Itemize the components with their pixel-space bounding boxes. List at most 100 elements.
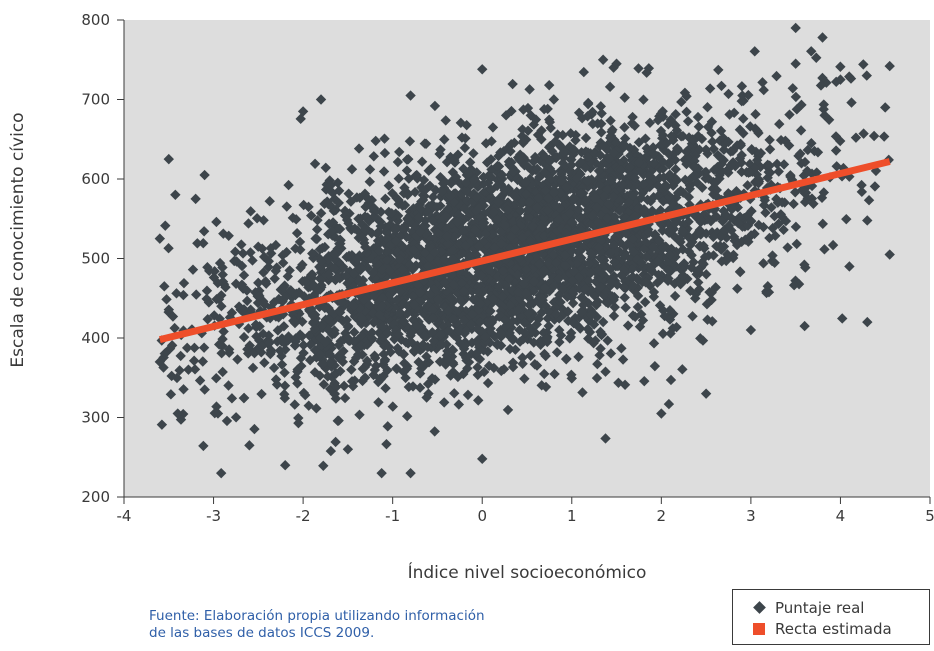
- data-point: [663, 398, 675, 410]
- data-point: [265, 346, 277, 358]
- data-point: [432, 227, 443, 239]
- data-point: [619, 292, 630, 303]
- data-point: [481, 157, 493, 168]
- data-point: [284, 265, 295, 276]
- data-point: [661, 138, 672, 149]
- data-point: [707, 136, 718, 147]
- data-point: [589, 290, 600, 302]
- data-point: [856, 186, 868, 198]
- data-point: [523, 211, 534, 223]
- data-point: [426, 373, 438, 384]
- data-point: [364, 176, 375, 187]
- data-point: [746, 215, 757, 227]
- data-point: [411, 320, 423, 331]
- data-point: [702, 148, 713, 159]
- data-point: [542, 313, 553, 324]
- data-point: [533, 313, 544, 324]
- data-point: [682, 155, 694, 166]
- data-point: [167, 311, 179, 322]
- data-point: [597, 262, 609, 273]
- data-point: [208, 272, 220, 283]
- data-point: [524, 196, 535, 208]
- data-point: [543, 305, 554, 317]
- data-point: [315, 349, 326, 360]
- data-point: [585, 267, 596, 279]
- data-point: [520, 176, 531, 188]
- data-point: [202, 262, 213, 273]
- data-point: [795, 148, 806, 159]
- data-point: [617, 354, 629, 365]
- data-point: [423, 388, 434, 399]
- data-point: [654, 274, 666, 286]
- data-point: [402, 308, 413, 319]
- data-point: [608, 158, 619, 170]
- data-point: [710, 211, 721, 222]
- data-point: [553, 313, 565, 324]
- data-point: [279, 380, 291, 391]
- data-point: [669, 218, 681, 229]
- data-point: [415, 203, 427, 214]
- data-point: [419, 330, 430, 341]
- data-point: [664, 314, 676, 325]
- data-point: [411, 169, 422, 181]
- data-point: [310, 233, 321, 244]
- data-point: [295, 244, 306, 255]
- data-point: [325, 200, 336, 211]
- data-point: [323, 313, 334, 325]
- data-point: [682, 116, 694, 127]
- data-point: [564, 207, 575, 219]
- data-point: [610, 137, 622, 148]
- data-point: [307, 248, 318, 259]
- data-point: [515, 205, 526, 216]
- data-point: [178, 277, 190, 289]
- data-point: [354, 409, 365, 420]
- data-point: [633, 63, 644, 74]
- data-point: [669, 231, 680, 242]
- data-point: [294, 236, 306, 248]
- data-point: [260, 276, 271, 287]
- data-point: [815, 80, 827, 91]
- data-point: [665, 328, 676, 339]
- data-point: [802, 165, 813, 177]
- data-point: [560, 260, 571, 272]
- data-point: [563, 315, 574, 327]
- data-point: [523, 161, 534, 173]
- data-point: [518, 137, 529, 149]
- data-point: [543, 257, 555, 268]
- data-point: [530, 177, 542, 188]
- x-tick-label: 5: [925, 507, 934, 525]
- data-point: [460, 240, 471, 251]
- data-point: [657, 242, 668, 253]
- data-point: [723, 88, 734, 100]
- data-point: [394, 146, 405, 158]
- data-point: [339, 392, 351, 404]
- data-point: [420, 215, 431, 226]
- data-point: [555, 296, 566, 308]
- data-point: [863, 195, 875, 206]
- data-point: [424, 180, 436, 192]
- data-point: [289, 399, 300, 410]
- data-point: [742, 220, 754, 231]
- data-point: [806, 168, 818, 179]
- data-point: [710, 177, 722, 188]
- data-point: [264, 196, 275, 207]
- data-point: [689, 169, 700, 181]
- data-point: [393, 173, 405, 184]
- data-point: [531, 202, 543, 213]
- data-point: [414, 287, 426, 298]
- data-point: [557, 129, 568, 141]
- data-point: [764, 144, 776, 155]
- data-point: [693, 277, 704, 288]
- data-point: [323, 268, 335, 280]
- data-point: [764, 232, 775, 244]
- data-point: [548, 178, 560, 189]
- data-point: [763, 166, 774, 178]
- data-point: [300, 389, 311, 401]
- data-point: [580, 162, 591, 173]
- data-point: [333, 339, 345, 351]
- data-point: [521, 264, 532, 275]
- data-point: [154, 233, 166, 244]
- data-point: [708, 143, 719, 155]
- diamond-marker-icon: [753, 601, 775, 614]
- data-point: [614, 159, 626, 170]
